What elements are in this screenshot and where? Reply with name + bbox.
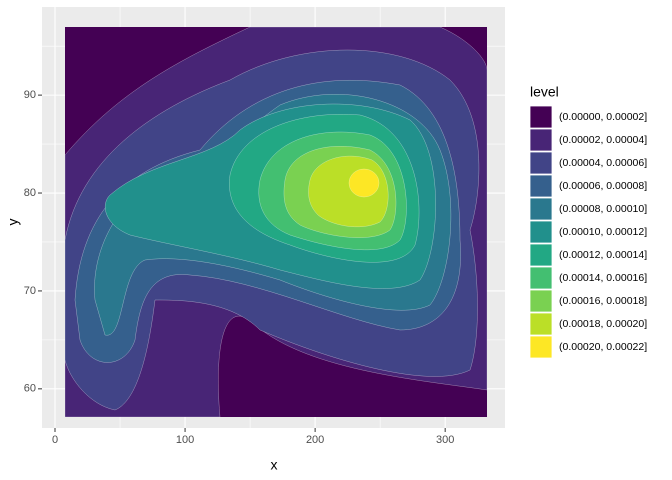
y-tick-label: 90	[24, 89, 36, 101]
legend-key	[529, 197, 553, 221]
legend-label: (0.00020, 0.00022]	[559, 341, 647, 353]
contour-band	[308, 155, 389, 228]
legend-key	[529, 289, 553, 313]
axes: 0 100 200 300 60 70 80 90	[24, 89, 455, 446]
y-axis-title: y	[5, 219, 21, 226]
legend: (0.00000, 0.00002] (0.00002, 0.00004] (0.0…	[529, 105, 647, 359]
legend-label: (0.00006, 0.00008]	[559, 180, 647, 192]
legend-key	[529, 266, 553, 290]
legend-label: (0.00002, 0.00004]	[559, 134, 647, 146]
legend-label: (0.00008, 0.00010]	[559, 203, 647, 215]
legend-label: (0.00018, 0.00020]	[559, 318, 647, 330]
x-tick-label: 300	[436, 434, 454, 446]
y-tick-label: 80	[24, 187, 36, 199]
x-tick-label: 100	[176, 434, 194, 446]
legend-label: (0.00010, 0.00012]	[559, 226, 647, 238]
contours	[65, 27, 487, 417]
x-axis-title: x	[271, 457, 278, 473]
legend-key	[529, 128, 553, 152]
y-tick-label: 60	[24, 383, 36, 395]
legend-key	[529, 243, 553, 267]
y-tick-label: 70	[24, 285, 36, 297]
x-tick-label: 0	[52, 434, 58, 446]
legend-title: level	[530, 84, 559, 100]
legend-label: (0.00014, 0.00016]	[559, 272, 647, 284]
legend-key	[529, 335, 553, 359]
legend-label: (0.00004, 0.00006]	[559, 157, 647, 169]
x-tick-label: 200	[306, 434, 324, 446]
legend-label: (0.00000, 0.00002]	[559, 111, 647, 123]
legend-key	[529, 312, 553, 336]
legend-key	[529, 174, 553, 198]
legend-key	[529, 151, 553, 175]
legend-key	[529, 105, 553, 129]
legend-key	[529, 220, 553, 244]
contour-band	[348, 168, 380, 198]
legend-label: (0.00016, 0.00018]	[559, 295, 647, 307]
legend-label: (0.00012, 0.00014]	[559, 249, 647, 261]
